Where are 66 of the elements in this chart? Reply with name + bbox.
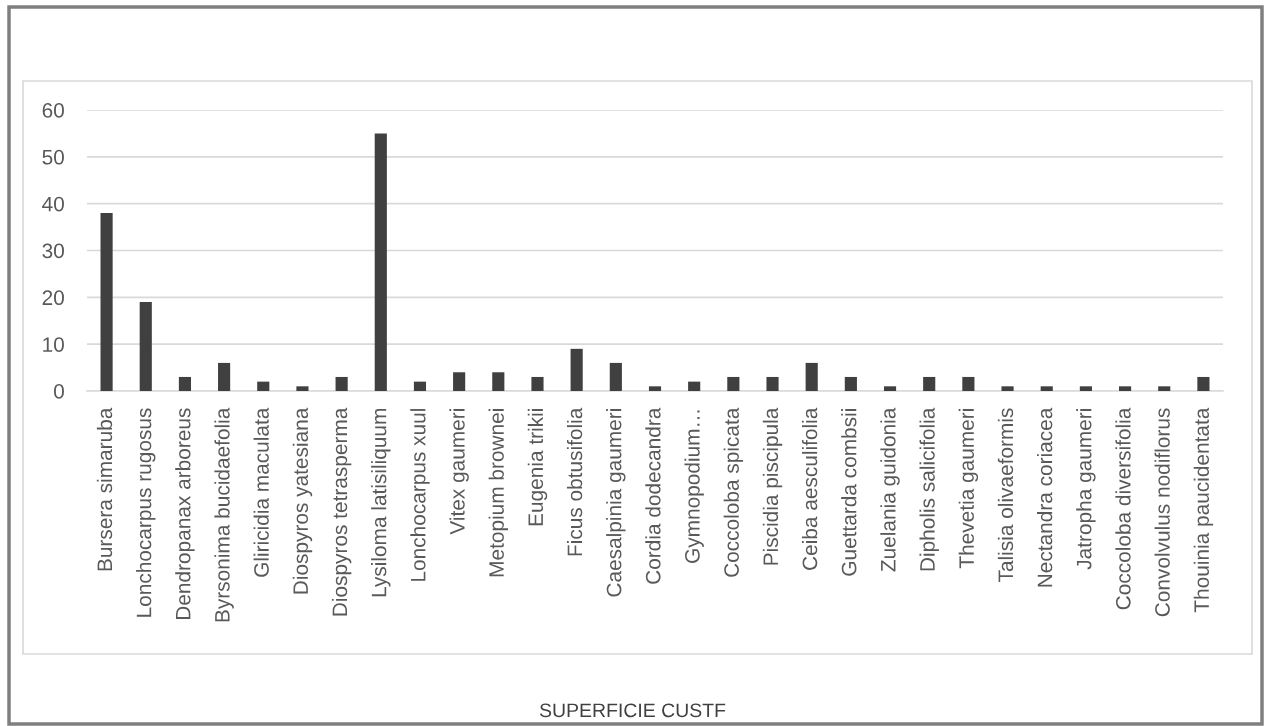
bar: [139, 302, 152, 391]
bar: [570, 348, 583, 391]
x-tick-label: Thevetia gaumeri: [958, 409, 979, 569]
y-tick-label: 40: [42, 196, 64, 212]
x-tick-label: Dipholis salicifolia: [919, 407, 939, 571]
bar: [688, 381, 701, 391]
y-tick-label: 60: [42, 103, 64, 118]
bar: [178, 376, 191, 391]
bar: [296, 386, 309, 391]
x-tick-label: Coccoloba diversifolia: [1115, 407, 1131, 610]
y-tick-label: 0: [54, 384, 64, 399]
bar: [962, 376, 975, 391]
bar: [609, 362, 622, 391]
bar: [805, 362, 818, 391]
x-tick-label: Nectandra coriacea: [1037, 407, 1053, 587]
bar: [766, 376, 779, 391]
bar: [1040, 386, 1053, 391]
x-tick-label: Vitex gaumeri: [449, 409, 469, 535]
bar: [335, 376, 348, 391]
x-tick-label: Convolvulus nodiflorus: [1154, 408, 1170, 617]
x-tick-label: Bursera simaruba: [96, 407, 113, 571]
x-tick-label: Guettarda combsii: [841, 409, 857, 576]
bar: [100, 213, 113, 391]
bar: [218, 362, 231, 391]
x-tick-label: Caesalpinia gaumeri: [606, 409, 626, 597]
x-tick-label: Zuelania guidonia: [880, 407, 900, 572]
x-tick-label: Gliricidia maculata: [253, 407, 269, 577]
bar: [1079, 386, 1092, 391]
bar: [727, 376, 740, 391]
y-tick-label: 30: [42, 243, 64, 259]
x-tick-label: Lysiloma latisiliquum: [371, 409, 391, 597]
bar: [1119, 386, 1132, 391]
x-tick-label: Ficus obtusifolia: [566, 407, 583, 556]
x-tick-label: Ceiba aesculifolia: [801, 407, 818, 570]
x-tick-label: Metopium brownei: [488, 409, 509, 577]
bar: [1197, 376, 1210, 391]
bar: [648, 386, 662, 391]
x-tick-label: Byrsonima bucidaefolia: [214, 407, 234, 622]
bar: [531, 376, 544, 391]
x-tick-label: Diospyros tetrasperma: [331, 407, 352, 616]
bar: [257, 381, 270, 391]
x-tick-label: Coccoloba spicata: [723, 407, 744, 577]
x-tick-label: Eugenia trikii: [527, 409, 548, 526]
x-tick-label: Piscidia piscipula: [762, 407, 783, 565]
bar: [413, 381, 427, 391]
bar: [492, 372, 505, 391]
x-tick-label: Jatropha gaumeri: [1076, 409, 1096, 570]
x-tick-label: Dendropanax arboreus: [175, 408, 195, 620]
y-tick-label: 20: [42, 290, 64, 306]
x-tick-label: Lonchocarpus xuul: [410, 409, 430, 581]
x-tick-label: Diospyros yatesiana: [292, 407, 313, 594]
text: SUPERFICIE CUSTF: [539, 703, 726, 718]
x-tick-label: Cordia dodecandra: [645, 407, 661, 584]
x-tick-label: Thouinia paucidentata: [1193, 407, 1214, 613]
y-tick-label: 50: [42, 149, 64, 165]
x-tick-label: Lonchocarpus rugosus: [136, 408, 156, 617]
bar: [1001, 386, 1014, 391]
bar: [883, 386, 897, 391]
bar: [844, 376, 857, 391]
x-tick-label: Gymnopodium…: [684, 410, 704, 563]
bar: [374, 133, 387, 391]
y-tick-label: 10: [43, 337, 64, 352]
x-tick-label: Talisia olivaeformis: [997, 408, 1014, 583]
bar: [453, 372, 466, 391]
bar: [923, 376, 936, 391]
bar: [1158, 386, 1171, 391]
